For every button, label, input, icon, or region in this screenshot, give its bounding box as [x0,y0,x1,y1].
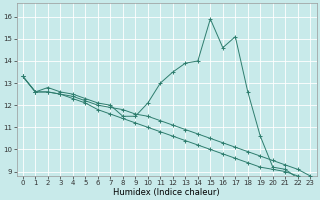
X-axis label: Humidex (Indice chaleur): Humidex (Indice chaleur) [113,188,220,197]
